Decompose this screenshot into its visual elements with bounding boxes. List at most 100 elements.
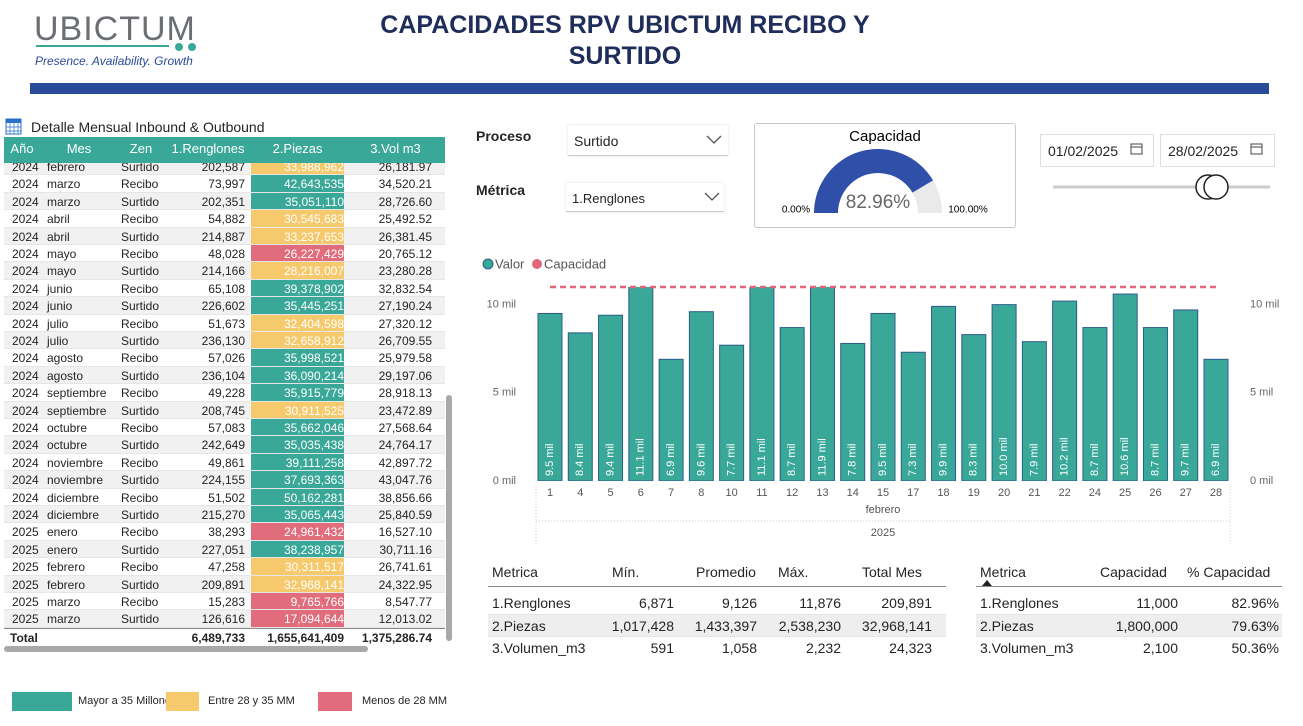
table-cell: 38,856.66 bbox=[378, 490, 432, 505]
table-cell: 2025 bbox=[12, 560, 39, 575]
y-tick-label: 0 mil bbox=[493, 475, 516, 487]
table-cell: 25,840.59 bbox=[378, 508, 432, 522]
table-cell: 2025 bbox=[12, 612, 39, 627]
piezas-cell-bg bbox=[251, 610, 344, 627]
header-bar bbox=[30, 83, 1269, 94]
table-cell: 2024 bbox=[12, 351, 39, 366]
column-header: % Capacidad bbox=[1187, 564, 1271, 580]
table-cell: 35,662,046 bbox=[283, 421, 344, 435]
table-row: 2024 julio Recibo 51,673 32,404,598 27,320.12 bbox=[4, 314, 445, 332]
dropdown[interactable]: Surtido bbox=[568, 125, 728, 156]
table-cell: 236,104 bbox=[201, 368, 245, 383]
piezas-cell-bg bbox=[251, 366, 344, 384]
table-cell: 2025 bbox=[12, 542, 39, 557]
gauge-card bbox=[754, 123, 1016, 228]
date-input[interactable]: 28/02/2025 bbox=[1160, 134, 1275, 167]
bar-value-label: 10.6 mil bbox=[1119, 437, 1131, 476]
table-title: Detalle Mensual Inbound & Outbound bbox=[31, 119, 265, 135]
table-cell: 30,911,525 bbox=[284, 403, 344, 418]
capacity-table: Metrica Capacidad % Capacidad 1.Renglones 11… bbox=[976, 560, 1282, 660]
table-cell: mayo bbox=[47, 264, 77, 279]
sort-icon[interactable] bbox=[982, 580, 992, 586]
piezas-cell-bg bbox=[251, 436, 344, 453]
bar-value-label: 8.7 mil bbox=[786, 444, 798, 476]
table-cell: 34,520.21 bbox=[378, 177, 432, 192]
x-tick-label: 26 bbox=[1149, 487, 1161, 499]
gauge-min: 0.00% bbox=[782, 205, 810, 216]
x-tick-label: 1 bbox=[547, 487, 553, 499]
bar bbox=[1203, 358, 1229, 481]
bar-value-label: 9.7 mil bbox=[1180, 444, 1192, 476]
table-body: 2024 febrero Surtido 202,587 33,988,962 26,18… bbox=[4, 163, 445, 628]
table-row: 2024 mayo Recibo 48,028 26,227,429 20,765.12 bbox=[4, 245, 445, 263]
table-cell: 11,000 bbox=[1136, 595, 1178, 611]
table-cell: 24,764.17 bbox=[378, 438, 432, 453]
bar-value-label: 10.0 mil bbox=[998, 437, 1010, 476]
piezas-cell-bg bbox=[251, 575, 344, 592]
y2-tick-label: 0 mil bbox=[1250, 475, 1273, 487]
bar bbox=[719, 344, 745, 481]
column-header: Año bbox=[10, 141, 34, 156]
table-row: 2024 julio Surtido 236,130 32,658,912 26,709.… bbox=[4, 332, 445, 350]
date-slider[interactable] bbox=[1050, 172, 1275, 202]
piezas-cell-bg bbox=[251, 401, 344, 418]
legend-label: Valor bbox=[495, 256, 525, 271]
table-row: 2025 marzo Surtido 126,616 17,094,644 12,013.… bbox=[4, 610, 445, 628]
legend-label: Mayor a 35 Millones bbox=[78, 695, 177, 707]
table-cell: Surtido bbox=[121, 508, 160, 522]
dropdown-value: 1.Renglones bbox=[572, 191, 645, 206]
table-row: 2024 septiembre Surtido 208,745 30,911,525 23… bbox=[4, 401, 445, 419]
table-cell: Recibo bbox=[121, 386, 159, 401]
table-cell: 65,108 bbox=[208, 281, 245, 296]
table-cell: 35,051,110 bbox=[284, 194, 344, 209]
table-cell: 2.Piezas bbox=[980, 618, 1034, 634]
bar bbox=[809, 287, 835, 481]
table-row: 1.Renglones 6,871 9,126 11,876 209,891 bbox=[488, 592, 946, 614]
y2-tick-label: 10 mil bbox=[1250, 299, 1279, 311]
table-cell: Surtido bbox=[121, 163, 160, 174]
table-cell: octubre bbox=[47, 421, 88, 435]
table-cell: 214,166 bbox=[201, 264, 245, 279]
table-row: 2024 diciembre Surtido 215,270 35,065,443 25,… bbox=[4, 506, 445, 524]
table-cell: 27,190.24 bbox=[378, 299, 432, 314]
table-cell: 39,378,902 bbox=[283, 281, 344, 296]
bar-value-label: 11.9 mil bbox=[816, 438, 828, 476]
bars bbox=[537, 287, 1229, 481]
table-cell: 2024 bbox=[12, 281, 39, 296]
table-cell: 2,538,230 bbox=[778, 618, 841, 634]
bar-value-label: 11.1 mil bbox=[635, 438, 647, 476]
table-row: 3.Volumen_m3 2,100 50.36% bbox=[976, 636, 1282, 658]
table-cell: Recibo bbox=[121, 560, 159, 575]
column-header: Promedio bbox=[696, 564, 756, 580]
x-tick-label: 12 bbox=[786, 487, 798, 499]
bar bbox=[1173, 309, 1199, 481]
bar-value-label: 11.1 mil bbox=[756, 438, 768, 476]
table-cell: 33,988,962 bbox=[283, 163, 344, 174]
v-scrollbar[interactable] bbox=[446, 395, 452, 641]
table-cell: 30,311,517 bbox=[284, 560, 344, 575]
date-input[interactable]: 01/02/2025 bbox=[1040, 134, 1154, 167]
table-row: 2025 enero Recibo 38,293 24,961,432 16,527.10 bbox=[4, 523, 445, 541]
h-scrollbar[interactable] bbox=[4, 646, 368, 652]
x-tick-label: 15 bbox=[877, 487, 889, 499]
x-tick-label: 21 bbox=[1028, 487, 1040, 499]
table-cell: 9,126 bbox=[721, 595, 757, 611]
legend-marker bbox=[532, 259, 542, 269]
dropdown[interactable]: 1.Renglones bbox=[566, 183, 724, 212]
gauge-value: 82.96% bbox=[846, 192, 911, 213]
x-tick-label: 28 bbox=[1210, 487, 1222, 499]
piezas-cell-bg bbox=[251, 175, 344, 192]
table-cell: 28,216,007 bbox=[283, 264, 344, 279]
table-row: 2025 enero Surtido 227,051 38,238,957 30,711.… bbox=[4, 540, 445, 559]
table-cell: 32,658,912 bbox=[283, 334, 344, 348]
table-cell: Recibo bbox=[121, 525, 159, 540]
table-row: 2024 septiembre Recibo 49,228 35,915,779 28,9… bbox=[4, 384, 445, 402]
table-cell: Surtido bbox=[121, 577, 160, 592]
table-row: 2024 junio Recibo 65,108 39,378,902 32,832.54 bbox=[4, 279, 445, 298]
piezas-cell-bg bbox=[251, 453, 344, 471]
table-cell: 35,035,438 bbox=[283, 438, 344, 453]
table-cell: 25,492.52 bbox=[378, 212, 432, 227]
table-cell: 57,083 bbox=[208, 421, 245, 435]
table-cell: 591 bbox=[650, 640, 674, 656]
